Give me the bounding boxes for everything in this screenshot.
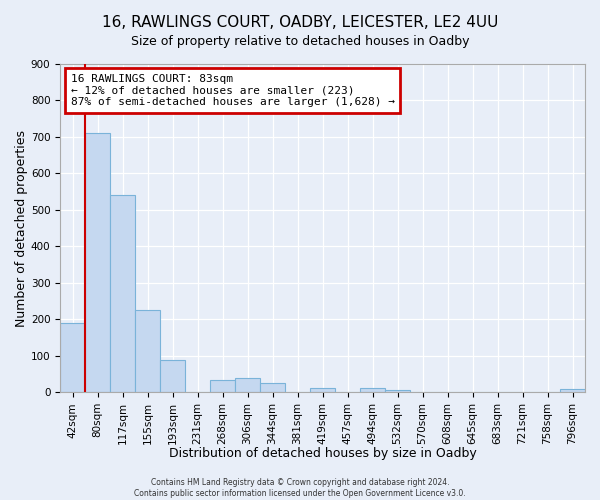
Bar <box>110 196 135 392</box>
Bar <box>135 310 160 392</box>
Bar <box>60 323 85 392</box>
Bar <box>85 134 110 392</box>
Bar <box>160 360 185 392</box>
Y-axis label: Number of detached properties: Number of detached properties <box>15 130 28 326</box>
Text: Size of property relative to detached houses in Oadby: Size of property relative to detached ho… <box>131 35 469 48</box>
Text: 16 RAWLINGS COURT: 83sqm
← 12% of detached houses are smaller (223)
87% of semi-: 16 RAWLINGS COURT: 83sqm ← 12% of detach… <box>71 74 395 107</box>
Bar <box>210 380 235 392</box>
Bar <box>360 388 385 392</box>
Bar <box>260 384 285 392</box>
X-axis label: Distribution of detached houses by size in Oadby: Distribution of detached houses by size … <box>169 447 476 460</box>
Bar <box>560 390 585 392</box>
Bar <box>310 388 335 392</box>
Bar <box>385 390 410 392</box>
Bar <box>235 378 260 392</box>
Text: Contains HM Land Registry data © Crown copyright and database right 2024.
Contai: Contains HM Land Registry data © Crown c… <box>134 478 466 498</box>
Text: 16, RAWLINGS COURT, OADBY, LEICESTER, LE2 4UU: 16, RAWLINGS COURT, OADBY, LEICESTER, LE… <box>102 15 498 30</box>
